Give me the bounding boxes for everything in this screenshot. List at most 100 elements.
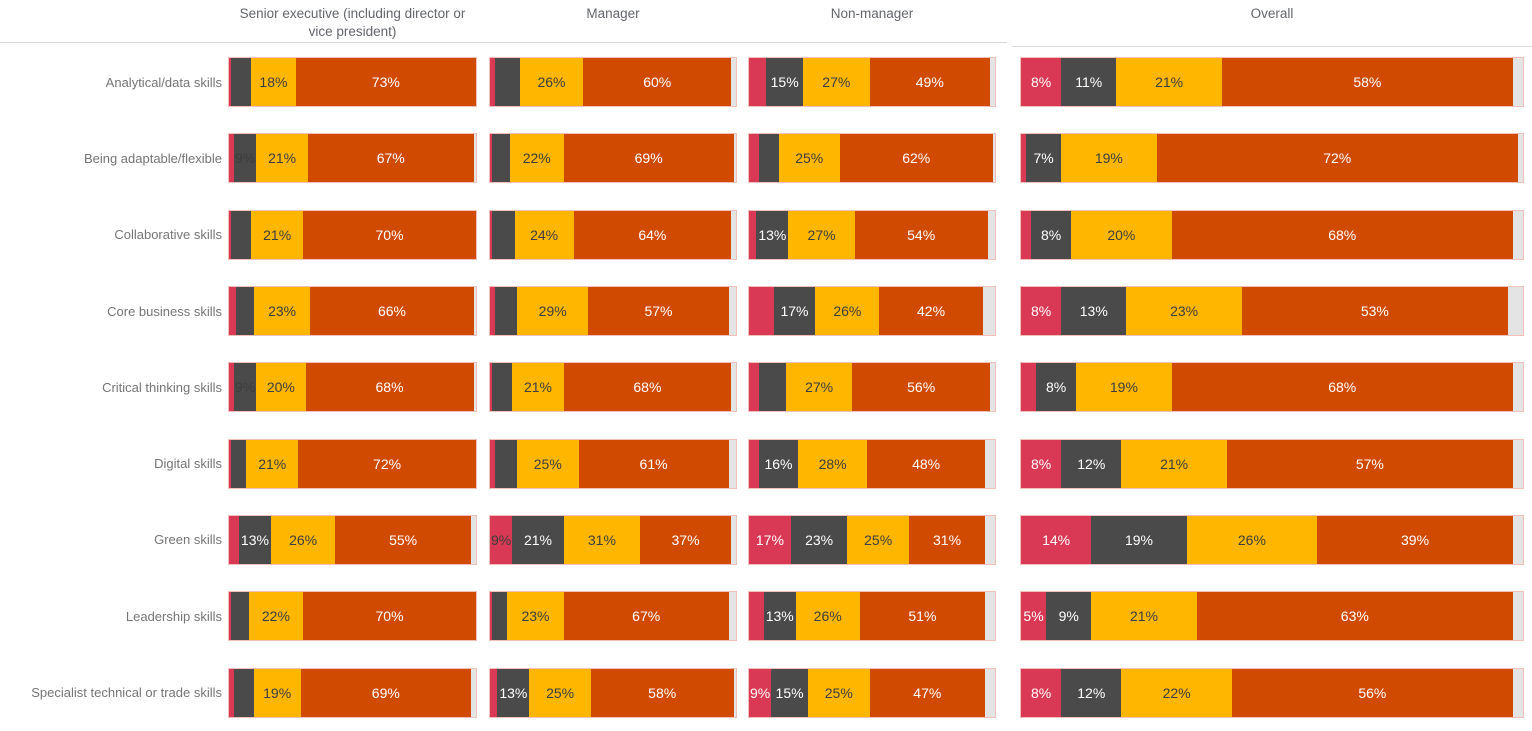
bar-segment-orange[interactable]: 68% xyxy=(1171,210,1513,259)
bar-segment-dark-gray[interactable] xyxy=(231,210,252,259)
bar-segment-pink[interactable]: 5% xyxy=(1021,592,1047,641)
bar-segment-pink[interactable] xyxy=(749,592,764,641)
bar-segment-orange[interactable]: 72% xyxy=(1156,134,1518,183)
bar-segment-amber[interactable]: 27% xyxy=(788,210,855,259)
bar-segment-pink[interactable]: 9% xyxy=(749,668,772,717)
bar-segment-amber[interactable]: 29% xyxy=(517,287,589,336)
bar-segment-pink[interactable]: 14% xyxy=(1021,515,1092,564)
bar-segment-orange[interactable]: 57% xyxy=(1226,439,1513,488)
bar-segment-dark-gray[interactable]: 9% xyxy=(1046,592,1092,641)
bar-segment-pink[interactable] xyxy=(229,668,234,717)
bar-segment-amber[interactable]: 31% xyxy=(563,515,641,564)
bar-segment-dark-gray[interactable] xyxy=(758,363,786,412)
bar-segment-orange[interactable]: 72% xyxy=(298,439,476,488)
bar-segment-pink[interactable] xyxy=(490,134,493,183)
bar-segment-amber[interactable]: 19% xyxy=(253,668,301,717)
bar-segment-pink[interactable] xyxy=(749,134,759,183)
bar-segment-orange[interactable]: 55% xyxy=(335,515,472,564)
bar-segment-orange[interactable]: 73% xyxy=(295,58,476,107)
bar-segment-orange[interactable]: 51% xyxy=(859,592,986,641)
bar-segment-orange[interactable]: 37% xyxy=(640,515,732,564)
bar-segment-orange[interactable]: 42% xyxy=(879,287,983,336)
bar-segment-dark-gray[interactable] xyxy=(492,134,510,183)
bar-segment-amber[interactable]: 25% xyxy=(529,668,591,717)
bar-segment-dark-gray[interactable]: 13% xyxy=(1061,287,1127,336)
bar-segment-dark-gray[interactable]: 7% xyxy=(1026,134,1062,183)
bar-segment-pink[interactable] xyxy=(490,668,498,717)
bar-segment-pink[interactable] xyxy=(1021,134,1027,183)
bar-segment-pink[interactable] xyxy=(1021,210,1032,259)
bar-segment-dark-gray[interactable] xyxy=(233,668,254,717)
bar-segment-pink[interactable] xyxy=(229,592,232,641)
bar-segment-dark-gray[interactable] xyxy=(231,439,247,488)
bar-segment-amber[interactable]: 20% xyxy=(1071,210,1172,259)
bar-segment-dark-gray[interactable] xyxy=(492,592,508,641)
bar-segment-dark-gray[interactable] xyxy=(236,287,254,336)
bar-segment-amber[interactable]: 26% xyxy=(270,515,336,564)
bar-segment-amber[interactable]: 25% xyxy=(778,134,840,183)
bar-segment-pink[interactable] xyxy=(229,515,239,564)
bar-segment-pink[interactable] xyxy=(490,439,495,488)
bar-segment-orange[interactable]: 67% xyxy=(308,134,474,183)
bar-segment-orange[interactable]: 58% xyxy=(590,668,734,717)
bar-segment-orange[interactable]: 58% xyxy=(1221,58,1513,107)
bar-segment-orange[interactable]: 61% xyxy=(578,439,729,488)
bar-segment-dark-gray[interactable]: 9% xyxy=(233,363,257,412)
bar-segment-dark-gray[interactable]: 12% xyxy=(1061,439,1122,488)
bar-segment-amber[interactable]: 25% xyxy=(847,515,909,564)
bar-segment-dark-gray[interactable] xyxy=(494,287,518,336)
bar-segment-dark-gray[interactable]: 16% xyxy=(758,439,799,488)
bar-segment-pink[interactable] xyxy=(749,58,767,107)
bar-segment-amber[interactable]: 22% xyxy=(248,592,304,641)
bar-segment-orange[interactable]: 53% xyxy=(1241,287,1508,336)
bar-segment-dark-gray[interactable] xyxy=(231,592,249,641)
bar-segment-amber[interactable]: 27% xyxy=(785,363,853,412)
bar-segment-pink[interactable] xyxy=(229,210,232,259)
bar-segment-pink[interactable] xyxy=(490,58,495,107)
bar-segment-dark-gray[interactable]: 12% xyxy=(1061,668,1122,717)
bar-segment-pink[interactable]: 8% xyxy=(1021,668,1062,717)
bar-segment-dark-gray[interactable] xyxy=(492,363,513,412)
bar-segment-pink[interactable] xyxy=(490,287,495,336)
bar-segment-amber[interactable]: 22% xyxy=(1121,668,1232,717)
bar-segment-amber[interactable]: 23% xyxy=(1126,287,1242,336)
bar-segment-orange[interactable]: 68% xyxy=(1171,363,1513,412)
bar-segment-amber[interactable]: 21% xyxy=(246,439,299,488)
bar-segment-orange[interactable]: 56% xyxy=(852,363,991,412)
bar-segment-dark-gray[interactable]: 13% xyxy=(756,210,789,259)
bar-segment-dark-gray[interactable]: 13% xyxy=(763,592,796,641)
bar-segment-pink[interactable] xyxy=(490,210,493,259)
bar-segment-orange[interactable]: 70% xyxy=(303,210,476,259)
bar-segment-orange[interactable]: 64% xyxy=(573,210,732,259)
bar-segment-dark-gray[interactable] xyxy=(494,58,520,107)
bar-segment-amber[interactable]: 26% xyxy=(815,287,880,336)
bar-segment-amber[interactable]: 23% xyxy=(507,592,564,641)
bar-segment-pink[interactable] xyxy=(1021,363,1037,412)
bar-segment-amber[interactable]: 27% xyxy=(803,58,870,107)
bar-segment-amber[interactable]: 21% xyxy=(251,210,304,259)
bar-segment-pink[interactable] xyxy=(749,210,757,259)
bar-segment-dark-gray[interactable]: 15% xyxy=(771,668,809,717)
bar-segment-pink[interactable]: 8% xyxy=(1021,58,1062,107)
bar-segment-pink[interactable] xyxy=(229,58,232,107)
bar-segment-dark-gray[interactable]: 15% xyxy=(766,58,804,107)
bar-segment-pink[interactable] xyxy=(490,363,493,412)
bar-segment-orange[interactable]: 39% xyxy=(1317,515,1513,564)
bar-segment-amber[interactable]: 21% xyxy=(1116,58,1222,107)
bar-segment-pink[interactable] xyxy=(749,363,759,412)
bar-segment-amber[interactable]: 21% xyxy=(1091,592,1197,641)
bar-segment-pink[interactable]: 9% xyxy=(490,515,513,564)
bar-segment-amber[interactable]: 19% xyxy=(1061,134,1157,183)
bar-segment-pink[interactable] xyxy=(749,439,759,488)
bar-segment-amber[interactable]: 21% xyxy=(1121,439,1227,488)
bar-segment-orange[interactable]: 31% xyxy=(908,515,986,564)
bar-segment-pink[interactable]: 8% xyxy=(1021,287,1062,336)
bar-segment-orange[interactable]: 68% xyxy=(563,363,732,412)
bar-segment-orange[interactable]: 69% xyxy=(300,668,472,717)
bar-segment-amber[interactable]: 19% xyxy=(1076,363,1172,412)
bar-segment-dark-gray[interactable] xyxy=(231,58,252,107)
bar-segment-orange[interactable]: 69% xyxy=(563,134,734,183)
bar-segment-pink[interactable] xyxy=(490,592,493,641)
bar-segment-orange[interactable]: 49% xyxy=(869,58,991,107)
bar-segment-orange[interactable]: 56% xyxy=(1231,668,1513,717)
